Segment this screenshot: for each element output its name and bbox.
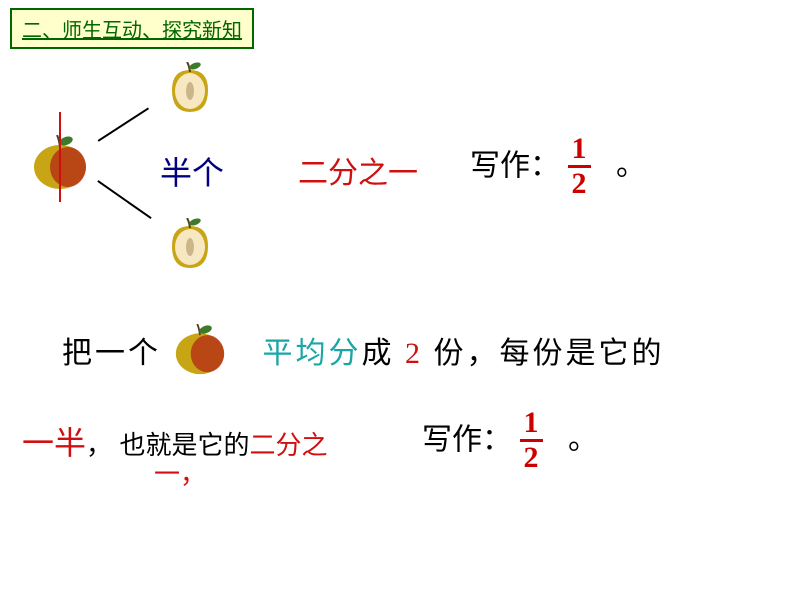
branch-line-up <box>98 107 149 141</box>
denominator: 2 <box>568 165 591 199</box>
apple-half-top-icon <box>168 62 212 116</box>
t3: 成 <box>362 337 395 370</box>
t4: 2 <box>405 337 423 370</box>
fraction-1: 1 2 <box>568 134 591 199</box>
numerator: 1 <box>568 134 591 165</box>
sentence-line-2-wrap: 一， <box>154 454 206 491</box>
t1b: ， <box>86 431 112 460</box>
label-write-as-2: 写作： 1 2 。 <box>422 410 598 475</box>
apple-half-bottom-icon <box>168 218 212 272</box>
t2: 平均分 <box>263 337 362 370</box>
write-prefix: 写作： <box>470 149 560 182</box>
t5: 份，每份是它的 <box>434 337 665 370</box>
denominator-2: 2 <box>520 439 543 473</box>
period-2: 。 <box>568 423 598 456</box>
numerator-2: 1 <box>520 408 543 439</box>
label-read-as: 二分之一 <box>298 148 418 192</box>
label-half: 半个 <box>160 148 224 194</box>
write-prefix-2: 写作： <box>422 423 512 456</box>
fraction-2: 1 2 <box>520 408 543 473</box>
label-write-as-1: 写作： 1 2 。 <box>470 136 646 201</box>
period: 。 <box>616 149 646 182</box>
t1: 一半 <box>22 425 86 461</box>
t1: 把一个 <box>62 337 161 370</box>
sentence-line-1: 把一个 平均分成 2 份，每份是它的 <box>62 328 665 382</box>
branch-line-down <box>98 180 152 219</box>
section-header: 二、师生互动、探究新知 <box>10 8 254 49</box>
cut-line <box>59 112 61 202</box>
apple-inline-icon <box>172 324 228 376</box>
t3a: 二分之 <box>250 431 328 460</box>
t3b: 一， <box>154 460 206 489</box>
